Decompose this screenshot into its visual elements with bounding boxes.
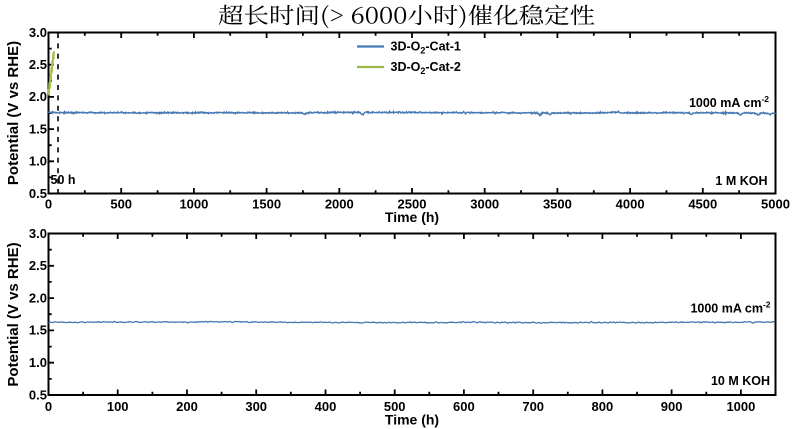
svg-text:1.5: 1.5 [29, 323, 47, 338]
svg-text:Time (h): Time (h) [385, 411, 439, 427]
svg-text:1 M KOH: 1 M KOH [715, 174, 767, 188]
svg-text:0.5: 0.5 [29, 387, 47, 402]
svg-text:500: 500 [384, 399, 406, 414]
svg-text:3500: 3500 [543, 197, 572, 212]
svg-text:0: 0 [45, 399, 52, 414]
svg-text:2.0: 2.0 [29, 290, 47, 305]
svg-text:1000: 1000 [726, 399, 755, 414]
svg-text:700: 700 [522, 399, 544, 414]
svg-text:4000: 4000 [616, 197, 645, 212]
svg-text:500: 500 [110, 197, 132, 212]
svg-text:50 h: 50 h [51, 173, 76, 187]
svg-text:10 M KOH: 10 M KOH [711, 374, 770, 388]
svg-text:Potential (V vs RHE): Potential (V vs RHE) [5, 242, 22, 386]
svg-text:3.0: 3.0 [29, 25, 47, 40]
svg-text:600: 600 [453, 399, 475, 414]
svg-text:800: 800 [592, 399, 614, 414]
svg-text:2.5: 2.5 [29, 57, 47, 72]
svg-text:0: 0 [45, 197, 52, 212]
svg-text:3D-O2-Cat-1: 3D-O2-Cat-1 [391, 40, 461, 56]
svg-text:2.0: 2.0 [29, 89, 47, 104]
svg-text:100: 100 [107, 399, 129, 414]
svg-text:Potential (V vs RHE): Potential (V vs RHE) [5, 41, 22, 185]
svg-text:Time (h): Time (h) [385, 209, 439, 225]
svg-text:3000: 3000 [470, 197, 499, 212]
svg-text:3D-O2-Cat-2: 3D-O2-Cat-2 [391, 60, 461, 76]
svg-text:4500: 4500 [688, 197, 717, 212]
svg-text:1500: 1500 [252, 197, 281, 212]
svg-text:2.5: 2.5 [29, 258, 47, 273]
svg-text:1000: 1000 [179, 197, 208, 212]
svg-text:1.0: 1.0 [29, 154, 47, 169]
svg-text:400: 400 [315, 399, 337, 414]
svg-text:1.0: 1.0 [29, 355, 47, 370]
svg-text:3.0: 3.0 [29, 226, 47, 241]
svg-text:900: 900 [661, 399, 683, 414]
svg-text:5000: 5000 [761, 197, 790, 212]
svg-text:1000 mA cm-2: 1000 mA cm-2 [690, 299, 770, 315]
svg-text:2000: 2000 [325, 197, 354, 212]
svg-text:200: 200 [176, 399, 198, 414]
svg-text:2500: 2500 [398, 197, 427, 212]
svg-text:0.5: 0.5 [29, 186, 47, 201]
svg-text:300: 300 [245, 399, 267, 414]
svg-text:1.5: 1.5 [29, 121, 47, 136]
svg-text:1000 mA cm-2: 1000 mA cm-2 [689, 94, 769, 110]
